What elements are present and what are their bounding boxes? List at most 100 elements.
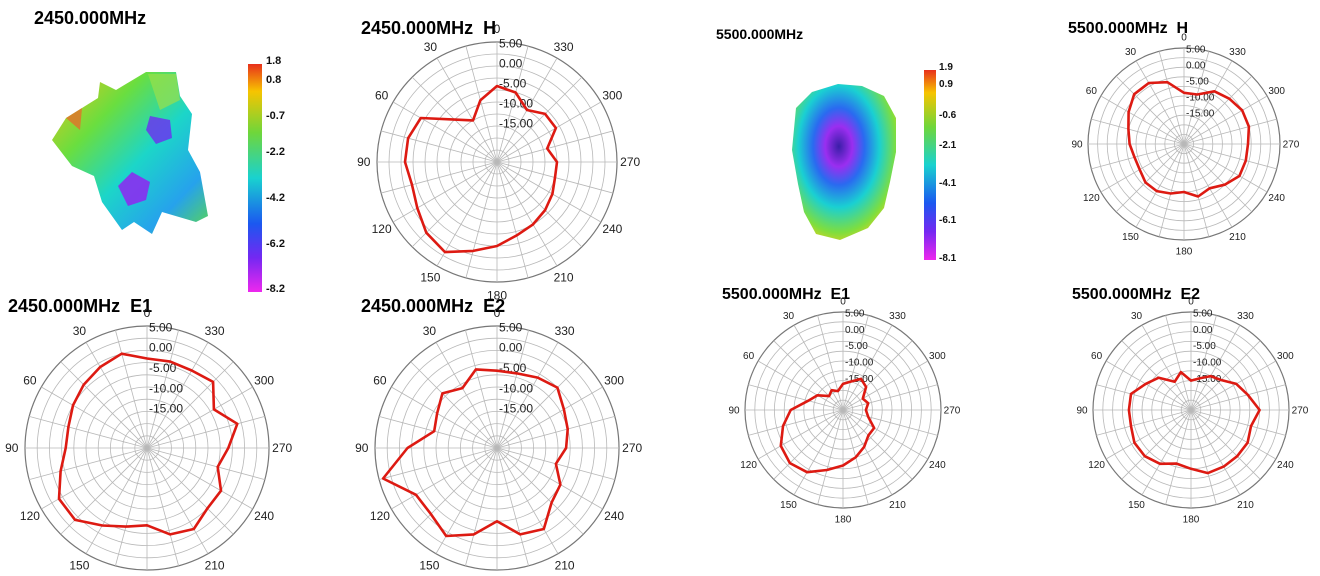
angle-tick-label: 60 [23,374,37,388]
angle-tick-label: 60 [1091,351,1103,362]
angle-tick-label: 300 [604,374,624,388]
grid-spoke [380,130,498,163]
polar-plot: 03060901201501802102402703003305.000.00-… [1071,33,1300,258]
grid-spoke [379,447,498,480]
radial-tick-label: 5.00 [499,36,523,50]
grid-spoke [1183,75,1253,145]
grid-spoke [1141,324,1192,411]
polar-panel-2450-e2: 2450.000MHz E2 0 30 60 90 120 150 180 210 240 270… [345,290,665,576]
angle-tick-label: 270 [620,155,640,169]
angle-tick-label: 270 [1283,140,1300,151]
angle-tick-label: 330 [555,324,575,338]
polar-panel-5500-e1: 5500.000MHz E1 0 30 60 90 120 150 180 210 240 270… [710,280,1010,550]
angle-tick-label: 180 [835,515,852,526]
grid-spoke [146,447,179,566]
radial-tick-label: 0.00 [845,325,865,336]
grid-spoke [496,447,559,554]
surface-dip [118,172,150,206]
grid-spoke [1135,143,1185,228]
polar-panel-5500-e2: 5500.000MHz E2 0 30 60 90 120 150 180 210 240 270… [1060,280,1320,550]
chart-title: 5500.000MHz [716,26,804,42]
angle-tick-label: 0 [494,22,501,36]
pattern-trace [403,84,559,254]
grid-spoke [1183,143,1268,193]
angle-tick-label: 300 [602,89,622,103]
radial-tick-label: 5.00 [499,320,523,334]
angle-tick-label: 210 [1237,500,1254,511]
grid-spoke [793,324,844,411]
grid-spoke [842,340,913,411]
angle-tick-label: 60 [743,351,755,362]
surface-plot-5500 [792,70,936,260]
grid-spoke [1183,143,1210,237]
grid-spoke [146,386,253,449]
colorbar-label: 0.8 [266,74,282,86]
angle-tick-label: 240 [929,460,946,471]
angle-tick-label: 150 [420,271,440,285]
grid-spoke [41,386,148,449]
grid-spoke [842,409,938,436]
angle-tick-label: 240 [254,509,274,523]
grid-spoke [436,161,498,267]
grid-spoke [1135,60,1185,145]
grid-spoke [1183,118,1277,145]
angle-tick-label: 300 [1268,86,1285,97]
angle-tick-label: 240 [1268,193,1285,204]
grid-spoke [391,386,498,449]
pattern-trace [57,352,239,536]
grid-spoke [1183,60,1233,145]
grid-spoke [496,161,558,267]
grid-spoke [842,315,869,411]
polar-panel-2450-h: 2450.000MHz H 0 30 60 90 120 150 180 210 240 270 3… [345,0,665,302]
grid-spoke [392,161,498,223]
grid-spoke [496,76,583,163]
chart-title: 5500.000MHz E1 [722,286,851,303]
grid-spoke [842,409,913,480]
grid-spoke [748,384,844,411]
angle-tick-label: 120 [372,222,392,236]
angle-tick-label: 210 [1229,232,1246,243]
polar-panel-5500-h: 5500.000MHz H 0 30 60 90 120 150 180 210 240 270 3… [1060,0,1320,290]
angle-tick-label: 210 [554,271,574,285]
surface-dip [146,116,172,144]
grid-spoke [496,161,529,279]
angle-tick-label: 150 [780,500,797,511]
angle-tick-label: 90 [5,441,19,455]
angle-tick-label: 60 [1086,86,1098,97]
grid-spoke [85,342,148,449]
grid-spoke [1183,143,1233,228]
grid-spoke [842,409,929,460]
polar-plot: 03060901201501802102402703003305.000.00-… [1076,297,1308,526]
angle-tick-label: 120 [1083,193,1100,204]
colorbar-label: -6.2 [266,238,285,250]
radial-tick-label: 5.00 [1193,309,1213,320]
angle-tick-label: 90 [1076,406,1088,417]
grid-spoke [1158,51,1185,145]
grid-spoke [85,447,148,554]
colorbar-label: -4.2 [266,192,285,204]
grid-spoke [410,361,498,449]
polar-plot: 03060901201501802102402703003305.000.00-… [355,306,642,572]
radial-tick-label: 5.00 [1186,45,1206,56]
grid-spoke [842,384,938,411]
colorbar-label: -6.1 [939,215,957,226]
grid-spoke [1121,409,1192,480]
polar-plot: 03060901201501802102402703003305.000.00-… [357,22,640,302]
colorbar-label: -4.1 [939,178,957,189]
grid-spoke [1141,409,1192,496]
grid-spoke [817,409,844,505]
grid-spoke [1165,315,1192,411]
radial-tick-label: -10.00 [1193,358,1222,369]
angle-tick-label: 300 [1277,351,1294,362]
grid-spoke [1115,75,1185,145]
grid-spoke [1190,409,1261,480]
chart-title: 2450.000MHz H [361,18,497,38]
grid-spoke [793,409,844,496]
grid-spoke [1190,315,1217,411]
grid-spoke [1091,118,1185,145]
pattern-trace [779,377,876,474]
angle-tick-label: 240 [604,509,624,523]
grid-spoke [1096,384,1192,411]
grid-spoke [496,101,602,163]
polar-plot: 03060901201501802102402703003305.000.00-… [728,297,960,526]
